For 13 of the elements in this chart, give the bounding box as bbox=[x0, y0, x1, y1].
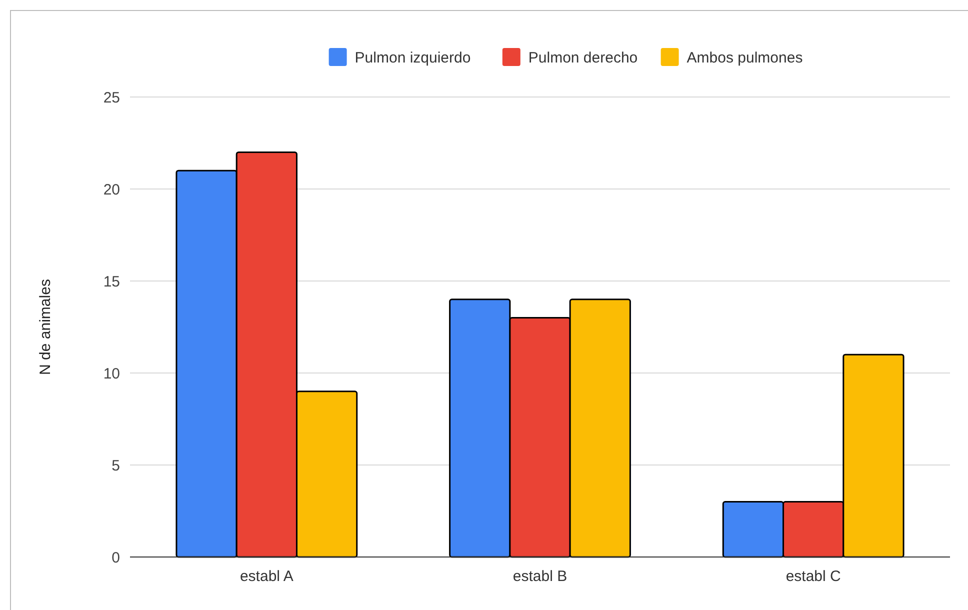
y-tick-label: 10 bbox=[103, 365, 120, 382]
y-tick-label: 20 bbox=[103, 181, 120, 198]
legend-label: Pulmon izquierdo bbox=[354, 49, 471, 66]
y-tick-label: 15 bbox=[103, 273, 120, 290]
y-axis-title: N de animales bbox=[37, 279, 54, 375]
x-tick-label: establ C bbox=[786, 568, 842, 585]
y-tick-label: 0 bbox=[112, 549, 120, 566]
legend-label: Pulmon derecho bbox=[528, 49, 638, 66]
x-tick-label: establ A bbox=[240, 568, 294, 585]
y-tick-label: 25 bbox=[103, 89, 120, 106]
y-tick-label: 5 bbox=[112, 457, 120, 474]
x-tick-label: establ B bbox=[512, 568, 568, 585]
legend-label: Ambos pulmones bbox=[686, 49, 803, 66]
